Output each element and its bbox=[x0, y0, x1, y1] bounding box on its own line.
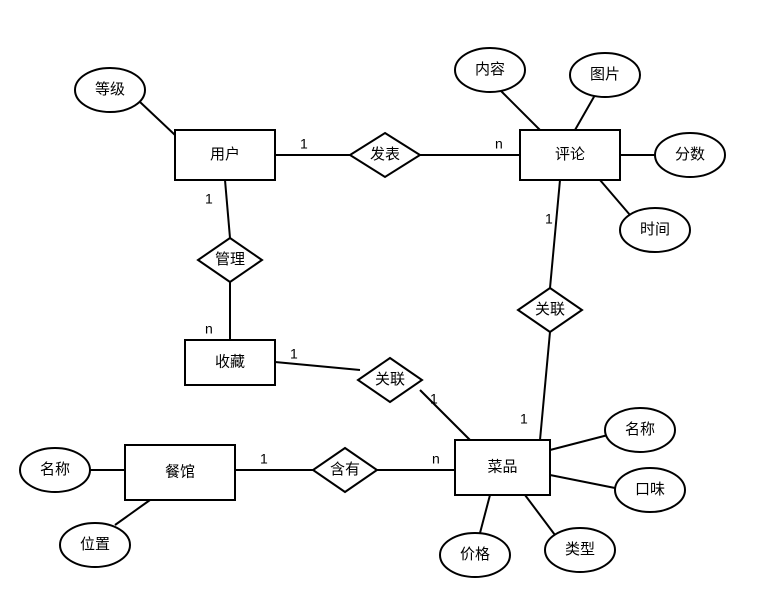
attribute-label: 等级 bbox=[95, 80, 125, 98]
relationship-label: 管理 bbox=[215, 251, 245, 268]
cardinality-label: 1 bbox=[300, 136, 308, 152]
cardinality-label: n bbox=[432, 451, 440, 467]
cardinality-label: n bbox=[205, 321, 213, 337]
entity-label-user: 用户 bbox=[210, 146, 240, 163]
attribute-label: 名称 bbox=[625, 421, 655, 438]
relationship-label: 关联 bbox=[375, 371, 405, 388]
cardinality-label: 1 bbox=[430, 391, 438, 407]
attribute-label: 价格 bbox=[460, 546, 490, 563]
relationships-layer: 发表管理关联关联含有 bbox=[198, 133, 582, 492]
edge bbox=[550, 475, 615, 488]
edge bbox=[550, 180, 560, 288]
edge bbox=[115, 500, 150, 525]
edge bbox=[600, 180, 630, 215]
edge bbox=[525, 495, 555, 535]
entity-label-favorite: 收藏 bbox=[215, 353, 245, 370]
attribute-label: 类型 bbox=[565, 541, 595, 558]
edge bbox=[540, 332, 550, 440]
attribute-label: 口味 bbox=[635, 481, 665, 498]
er-diagram: 等级内容图片分数时间名称位置名称口味类型价格发表管理关联关联含有用户评论收藏餐馆… bbox=[0, 0, 775, 607]
entity-label-comment: 评论 bbox=[555, 146, 585, 163]
relationship-label: 发表 bbox=[370, 146, 400, 163]
edge bbox=[550, 435, 608, 450]
entity-label-dish: 菜品 bbox=[487, 458, 517, 475]
cardinality-label: 1 bbox=[205, 191, 213, 207]
edge bbox=[480, 495, 490, 533]
entity-label-restaurant: 餐馆 bbox=[165, 463, 195, 480]
cardinality-layer: 1 n 1 n 1 1 1 1 1 n bbox=[205, 136, 553, 467]
attribute-label: 分数 bbox=[675, 146, 705, 163]
edge bbox=[420, 390, 470, 440]
cardinality-label: 1 bbox=[290, 346, 298, 362]
attribute-label: 名称 bbox=[40, 461, 70, 478]
cardinality-label: 1 bbox=[520, 411, 528, 427]
edge bbox=[500, 90, 540, 130]
edge bbox=[275, 362, 360, 370]
attribute-label: 内容 bbox=[475, 61, 505, 78]
cardinality-label: n bbox=[495, 136, 503, 152]
relationship-label: 含有 bbox=[330, 461, 360, 478]
cardinality-label: 1 bbox=[260, 451, 268, 467]
relationship-label: 关联 bbox=[535, 301, 565, 318]
edge bbox=[225, 180, 230, 238]
attribute-label: 位置 bbox=[80, 536, 110, 553]
cardinality-label: 1 bbox=[545, 211, 553, 227]
attribute-label: 图片 bbox=[590, 66, 620, 83]
edge bbox=[575, 95, 595, 130]
attribute-label: 时间 bbox=[640, 221, 670, 238]
edge bbox=[140, 102, 175, 135]
